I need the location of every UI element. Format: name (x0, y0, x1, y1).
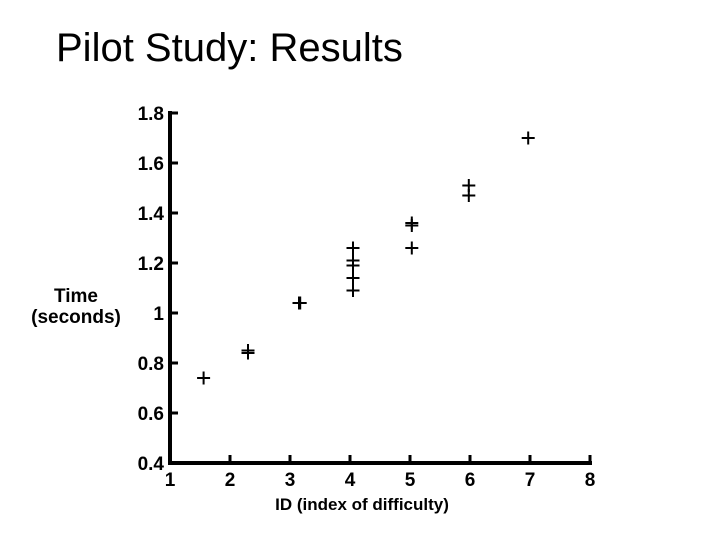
x-tick-label: 7 (525, 470, 536, 491)
data-point-marker (405, 241, 419, 255)
x-tick-label: 3 (285, 470, 296, 491)
data-point-marker (521, 131, 535, 145)
y-tick-label: 0.8 (138, 354, 164, 375)
x-tick-label: 1 (165, 470, 176, 491)
y-tick-label: 0.6 (138, 404, 164, 425)
y-tick-label: 0.4 (138, 454, 165, 475)
x-tick-label: 8 (585, 470, 596, 491)
data-point-marker (241, 346, 255, 360)
data-point-marker (346, 284, 360, 297)
y-axis-label: Time (seconds) (18, 286, 134, 328)
y-tick-label: 1.4 (138, 204, 165, 225)
x-tick-label: 5 (405, 470, 416, 491)
data-point-marker (346, 259, 360, 272)
data-point-marker (293, 296, 307, 310)
page-title: Pilot Study: Results (56, 26, 403, 70)
y-tick-label: 1.2 (138, 254, 164, 275)
y-axis-label-line1: Time (53, 286, 98, 307)
y-tick-label: 1 (153, 304, 164, 325)
x-tick-label: 4 (345, 470, 356, 491)
data-point-marker (346, 241, 360, 255)
x-axis-label: ID (index of difficulty) (275, 495, 449, 514)
x-tick-label: 2 (225, 470, 236, 491)
y-tick-label: 1.6 (138, 154, 164, 175)
y-tick-label: 1.8 (138, 104, 164, 125)
data-point-marker (346, 271, 360, 285)
x-tick-label: 6 (465, 470, 476, 491)
y-axis-label-line2: (seconds) (31, 307, 121, 328)
data-point-marker (197, 371, 211, 385)
data-point-marker (462, 189, 476, 202)
data-point-marker (405, 219, 419, 232)
